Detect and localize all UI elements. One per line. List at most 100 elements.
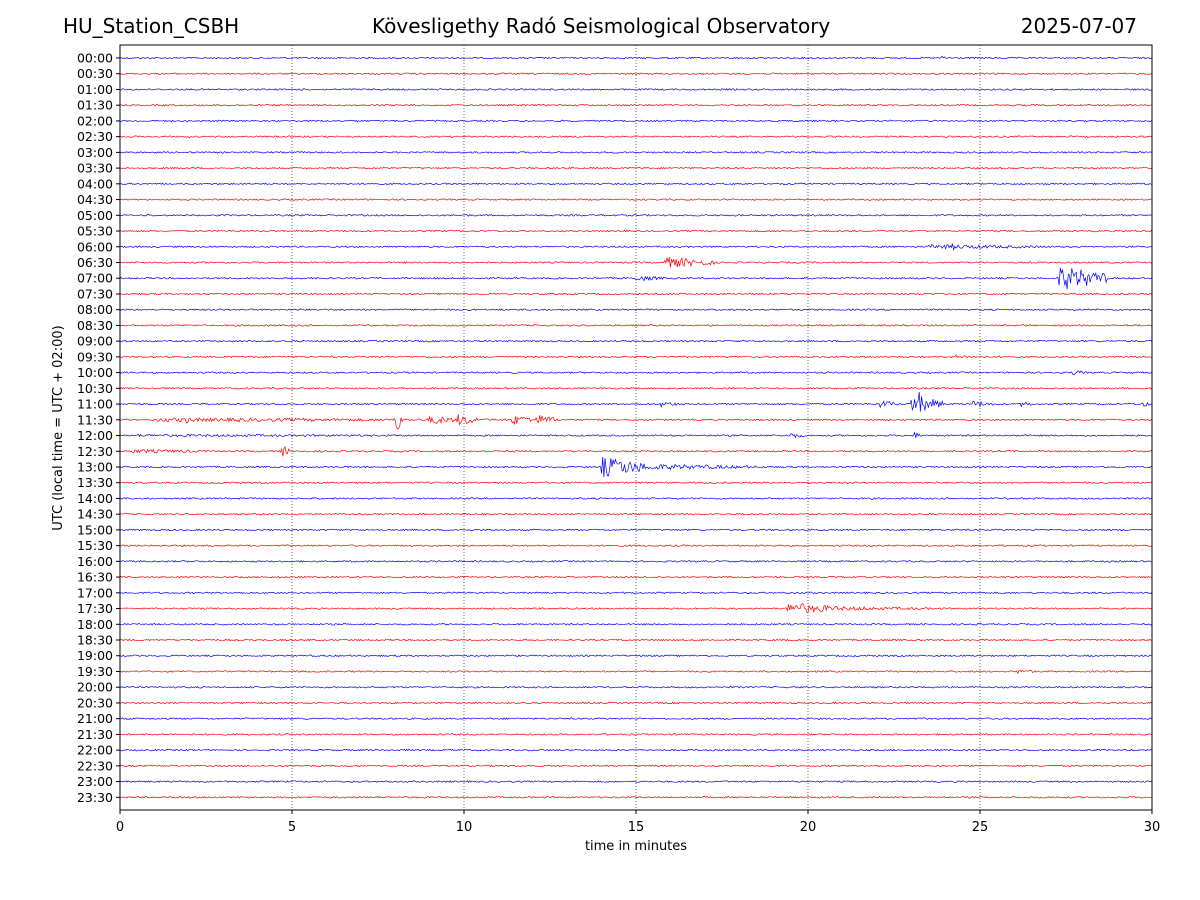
recording-date: 2025-07-07 [1020,14,1137,38]
y-tick-label: 17:30 [77,601,113,616]
trace-1800 [119,622,1153,626]
trace-2030 [119,701,1153,705]
trace-1200 [119,431,1153,439]
y-tick-label: 16:30 [77,570,113,585]
x-tick-labels: 0 5 10 15 20 25 30 [116,810,1160,835]
trace-1400 [119,497,1153,500]
trace-1100 [119,392,1153,412]
y-tick-label: 19:30 [77,664,113,679]
trace-0230 [119,135,1153,138]
y-tick-label: 13:30 [77,475,113,490]
vertical-gridlines [291,45,981,810]
trace-0000 [119,55,1153,60]
trace-0500 [119,213,1153,217]
y-tick-label: 09:30 [77,349,113,364]
trace-1000 [119,370,1153,376]
y-tick-label: 21:00 [77,711,113,726]
trace-1730 [119,603,1153,614]
trace-1330 [119,481,1153,485]
y-tick-label: 23:30 [77,790,113,805]
y-tick-label: 15:30 [77,538,113,553]
y-tick-label: 00:30 [77,66,113,81]
y-tick-label: 16:00 [77,554,113,569]
y-tick-label: 04:30 [77,192,113,207]
trace-2300 [119,780,1153,783]
y-tick-label: 07:30 [77,286,113,301]
trace-1030 [119,387,1153,390]
trace-1230 [119,445,1153,457]
y-tick-label: 10:00 [77,365,113,380]
trace-0700 [119,267,1153,290]
y-tick-label: 02:30 [77,129,113,144]
trace-1500 [119,528,1153,532]
y-tick-label: 12:30 [77,444,113,459]
trace-0330 [119,166,1153,170]
y-tick-label: 22:30 [77,758,113,773]
y-tick-label: 11:00 [77,397,113,412]
y-tick-label: 00:00 [77,51,113,66]
trace-1130 [119,414,1153,430]
y-tick-label: 08:00 [77,302,113,317]
y-tick-label: 21:30 [77,727,113,742]
x-tick-label: 5 [288,820,296,835]
trace-0200 [119,119,1153,123]
trace-0430 [119,198,1153,201]
trace-2130 [119,733,1153,736]
trace-0530 [119,229,1153,233]
y-tick-label: 08:30 [77,318,113,333]
y-tick-label: 03:00 [77,145,113,160]
y-tick-label: 04:00 [77,176,113,191]
y-tick-label: 17:00 [77,585,113,600]
y-tick-label: 03:30 [77,161,113,176]
y-tick-label: 15:00 [77,522,113,537]
trace-1630 [119,575,1153,579]
trace-2100 [119,717,1153,720]
trace-1430 [119,512,1153,516]
y-tick-label: 01:30 [77,98,113,113]
x-tick-label: 25 [972,820,989,835]
trace-1530 [119,544,1153,547]
trace-0930 [119,354,1153,359]
trace-0730 [119,292,1153,296]
y-tick-label: 22:00 [77,743,113,758]
y-tick-label: 07:00 [77,271,113,286]
trace-1930 [119,669,1153,675]
trace-0400 [119,182,1153,186]
trace-0830 [119,324,1153,327]
trace-0300 [119,151,1153,154]
y-tick-label: 13:00 [77,459,113,474]
trace-1600 [119,560,1153,563]
trace-1830 [119,638,1153,642]
y-tick-label: 09:00 [77,334,113,349]
x-tick-label: 15 [628,820,645,835]
y-tick-label: 12:00 [77,428,113,443]
x-tick-label: 20 [800,820,817,835]
y-tick-label: 06:30 [77,255,113,270]
y-tick-labels: 00:0000:3001:0001:3002:0002:3003:0003:30… [77,51,120,805]
x-tick-label: 10 [456,820,473,835]
y-tick-label: 05:00 [77,208,113,223]
trace-2230 [119,764,1153,768]
y-tick-label: 14:00 [77,491,113,506]
seismogram-traces [119,55,1153,799]
y-tick-label: 20:30 [77,695,113,710]
y-tick-label: 20:00 [77,680,113,695]
y-tick-label: 11:30 [77,412,113,427]
trace-0900 [119,339,1153,343]
x-tick-label: 30 [1144,820,1161,835]
x-axis-label: time in minutes [585,839,687,854]
y-tick-label: 10:30 [77,381,113,396]
observatory-title: Kövesligethy Radó Seismological Observat… [372,14,831,38]
y-axis-label: UTC (local time = UTC + 02:00) [51,325,66,530]
trace-0130 [119,103,1153,107]
y-tick-label: 19:00 [77,648,113,663]
y-tick-label: 18:00 [77,617,113,632]
trace-2000 [119,685,1153,689]
y-tick-label: 01:00 [77,82,113,97]
trace-0600 [119,243,1153,251]
y-tick-label: 18:30 [77,633,113,648]
y-tick-label: 14:30 [77,507,113,522]
trace-1700 [119,591,1153,595]
y-tick-label: 02:00 [77,113,113,128]
